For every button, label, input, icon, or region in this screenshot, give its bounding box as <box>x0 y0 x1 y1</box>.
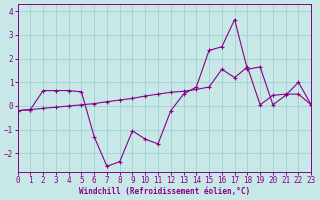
X-axis label: Windchill (Refroidissement éolien,°C): Windchill (Refroidissement éolien,°C) <box>79 187 250 196</box>
